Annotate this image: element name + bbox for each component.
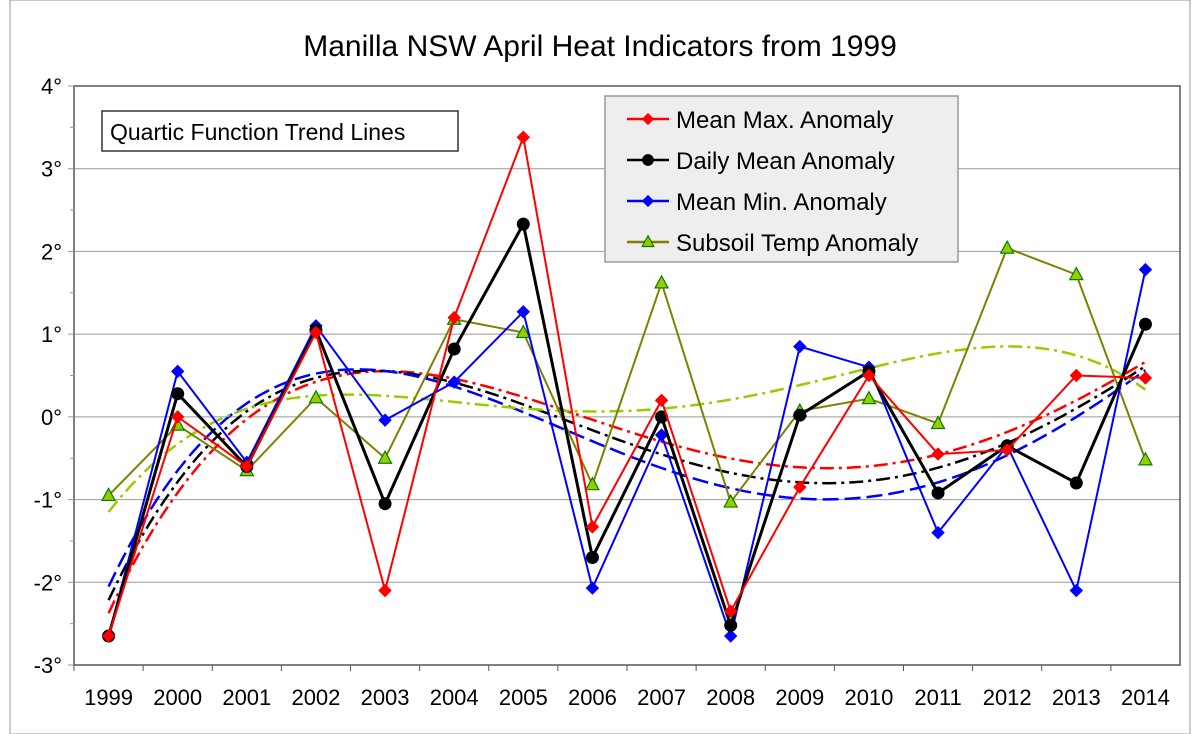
annotation-text: Quartic Function Trend Lines: [110, 119, 405, 145]
data-point: [101, 629, 116, 643]
y-tick-label: -1°: [34, 488, 62, 513]
data-point: [1000, 443, 1014, 457]
x-tick-label: 2008: [706, 685, 755, 710]
data-point: [1138, 262, 1153, 277]
legend-marker-circle: [642, 154, 654, 166]
annotation-box: Quartic Function Trend Lines: [101, 110, 459, 152]
data-point: [723, 604, 738, 618]
data-point: [861, 390, 877, 405]
x-tick-label: 2002: [291, 685, 340, 710]
legend-marker-diamond: [641, 194, 655, 208]
legend: Mean Max. Anomaly Daily Mean Anomaly Mean …: [604, 95, 959, 263]
x-tick-label: 2014: [1121, 685, 1170, 710]
x-tick-label: 2009: [775, 685, 824, 710]
data-point: [378, 413, 392, 427]
y-tick-label: 2°: [41, 239, 62, 264]
x-tick-label: 2013: [1052, 685, 1101, 710]
data-point: [585, 581, 600, 595]
data-point: [1138, 371, 1153, 385]
data-point: [793, 480, 807, 494]
legend-marker-triangle: [641, 234, 655, 248]
trend-line-2: [107, 368, 1147, 588]
data-point: [931, 525, 945, 540]
legend-label: Subsoil Temp Anomaly: [676, 230, 918, 257]
data-point: [170, 410, 185, 424]
y-tick-label: 0°: [41, 405, 62, 430]
data-point: [793, 339, 807, 354]
x-tick-label: 2003: [361, 685, 410, 710]
x-tick-label: 2012: [983, 685, 1032, 710]
data-point: [862, 368, 876, 383]
data-point: [1069, 583, 1084, 598]
legend-label: Daily Mean Anomaly: [676, 148, 895, 175]
data-point: [1138, 317, 1152, 331]
x-tick-label: 1999: [84, 685, 133, 710]
x-tick-label: 2007: [637, 685, 686, 710]
data-point: [585, 550, 599, 564]
data-point: [378, 497, 392, 511]
data-point: [516, 217, 530, 231]
data-point: [170, 364, 185, 379]
data-point: [101, 487, 117, 502]
data-point: [931, 486, 945, 500]
data-point: [930, 415, 946, 430]
data-point: [999, 239, 1015, 254]
x-tick-label: 2001: [222, 685, 271, 710]
x-axis: 1999 2000 2001 2002 2003 2004 2005 2006 2007 2008…: [73, 665, 1170, 710]
x-tick-label: 2004: [430, 685, 479, 710]
x-tick-label: 2006: [568, 685, 617, 710]
data-point: [171, 387, 185, 401]
x-tick-label: 2000: [153, 685, 202, 710]
data-point: [585, 520, 600, 534]
x-tick-label: 2010: [844, 685, 893, 710]
data-point: [1068, 266, 1084, 281]
data-point: [724, 618, 738, 632]
x-tick-label: 2011: [914, 685, 961, 710]
chart-frame: [9, 0, 1191, 734]
y-tick-label: 3°: [41, 157, 62, 182]
data-point: [377, 449, 393, 464]
data-point: [240, 459, 254, 474]
y-tick-label: -2°: [34, 570, 62, 595]
series-lines: [101, 130, 1153, 643]
data-point: [723, 629, 738, 643]
data-point: [308, 389, 324, 404]
data-point: [655, 410, 669, 424]
data-point: [516, 305, 531, 319]
legend-label: Mean Min. Anomaly: [676, 189, 887, 216]
legend-label: Mean Max. Anomaly: [676, 107, 893, 134]
y-tick-label: 1°: [41, 322, 62, 347]
data-point: [654, 274, 670, 289]
data-point: [584, 476, 600, 491]
data-point: [447, 310, 461, 325]
data-point: [1069, 476, 1083, 490]
legend-marker-diamond: [641, 112, 655, 126]
data-point: [723, 493, 739, 508]
x-tick-label: 2005: [499, 685, 548, 710]
trend-line-1: [107, 365, 1147, 601]
data-point: [447, 342, 461, 356]
series-line-0: [107, 133, 1146, 637]
data-point: [654, 393, 669, 408]
data-point: [447, 375, 461, 389]
data-point: [793, 408, 807, 422]
data-point: [309, 325, 323, 340]
data-point: [516, 130, 531, 144]
y-axis: -3° -2° -1° 0° 1° 2° 3° 4°: [34, 74, 74, 678]
series-line-2: [107, 269, 1147, 640]
series-line-3: [107, 246, 1147, 505]
y-tick-label: 4°: [41, 74, 62, 99]
data-point: [515, 324, 531, 339]
y-tick-label: -3°: [34, 653, 62, 678]
data-point: [931, 447, 945, 461]
data-point: [1137, 451, 1153, 466]
data-point: [378, 583, 392, 598]
data-point: [1069, 368, 1084, 383]
chart-title: Manilla NSW April Heat Indicators from 1…: [303, 30, 897, 63]
